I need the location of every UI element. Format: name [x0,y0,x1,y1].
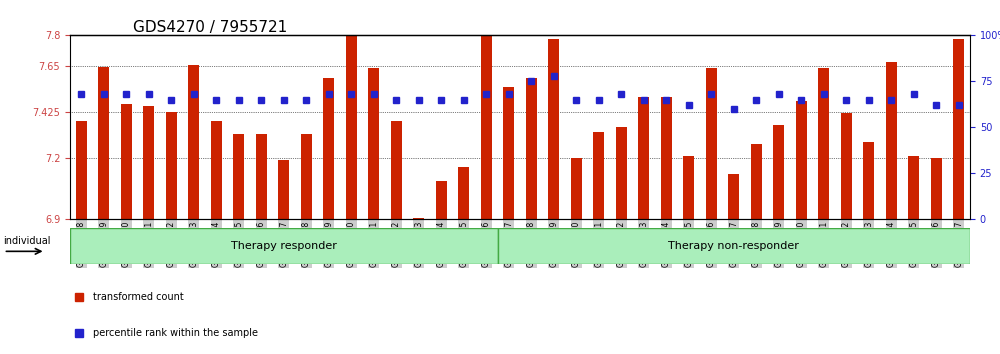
Bar [143,106,154,219]
Bar [301,133,312,219]
Bar [278,160,289,219]
Text: Therapy non-responder: Therapy non-responder [668,241,799,251]
Bar [571,158,582,219]
Bar [458,167,469,219]
Bar [706,68,717,219]
Bar [98,67,109,219]
Text: individual: individual [4,236,51,246]
Bar [233,133,244,219]
Bar [953,40,964,219]
Bar [683,156,694,219]
Bar [841,113,852,219]
Bar [211,121,222,219]
Bar [121,104,132,219]
Bar [638,97,649,219]
Bar [368,68,379,219]
Bar [931,158,942,219]
Bar [818,68,829,219]
Bar [323,78,334,219]
Bar [498,228,970,264]
Bar [751,144,762,219]
Bar [391,121,402,219]
Bar [908,156,919,219]
Bar [593,132,604,219]
Bar [886,62,897,219]
Bar [796,101,807,219]
Text: GDS4270 / 7955721: GDS4270 / 7955721 [133,21,287,35]
Text: transformed count: transformed count [93,292,184,302]
Bar [436,181,447,219]
Bar [863,142,874,219]
Bar [503,86,514,219]
Bar [616,127,627,219]
Bar [188,65,199,219]
Bar [661,97,672,219]
Bar [728,175,739,219]
Bar [346,36,357,219]
Bar [548,40,559,219]
Bar [70,228,498,264]
Bar [481,36,492,219]
Bar [256,133,267,219]
Bar [166,112,177,219]
Text: percentile rank within the sample: percentile rank within the sample [93,328,258,338]
Bar [413,218,424,219]
Text: Therapy responder: Therapy responder [231,241,337,251]
Bar [76,121,87,219]
Bar [773,125,784,219]
Bar [526,78,537,219]
